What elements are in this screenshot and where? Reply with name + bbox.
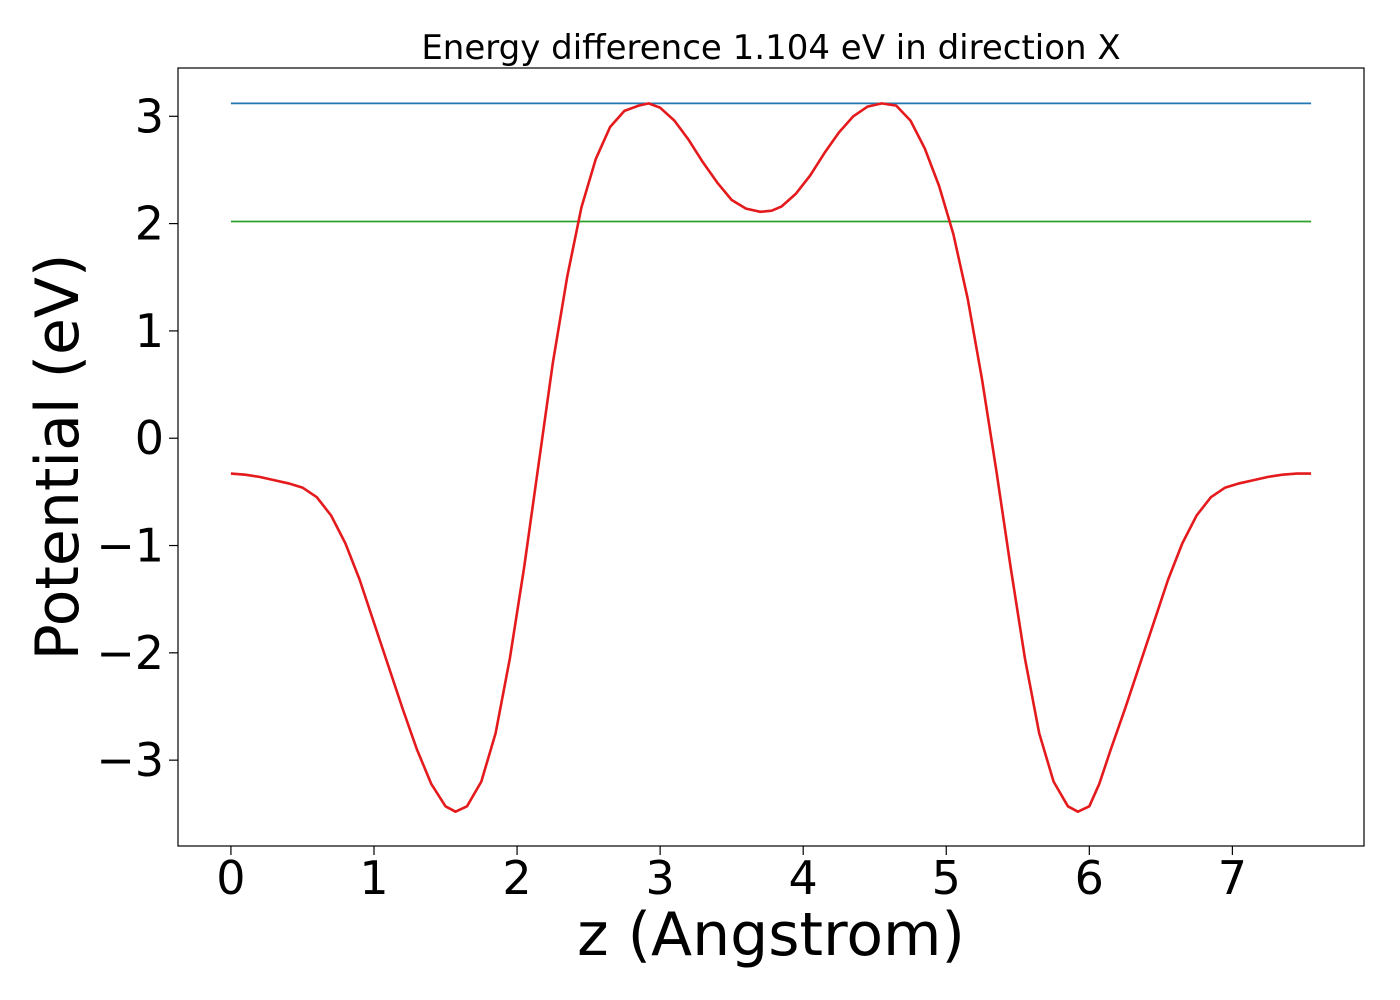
x-tick-label: 5 <box>932 851 961 905</box>
x-tick-label: 6 <box>1075 851 1104 905</box>
y-axis: −3 −2 −1 0 1 2 3 <box>96 89 178 787</box>
x-tick-label: 3 <box>645 851 674 905</box>
chart-title: Energy difference 1.104 eV in direction … <box>421 28 1120 68</box>
y-tick-label: −1 <box>96 519 164 573</box>
series-group <box>230 102 1312 814</box>
x-tick-label: 2 <box>502 851 531 905</box>
x-tick-label: 1 <box>359 851 388 905</box>
y-axis-label: Potential (eV) <box>23 254 93 661</box>
y-tick-label: 2 <box>135 197 164 251</box>
x-axis: 0 1 2 3 4 5 6 7 <box>216 846 1247 905</box>
y-tick-label: −3 <box>96 733 164 787</box>
y-tick-label: 1 <box>135 304 164 358</box>
x-tick-label: 0 <box>216 851 245 905</box>
x-tick-label: 7 <box>1218 851 1247 905</box>
series-line-2 <box>230 102 1312 814</box>
y-tick-label: −2 <box>96 626 164 680</box>
y-tick-label: 0 <box>135 411 164 465</box>
plot-frame <box>177 67 1365 847</box>
y-tick-label: 3 <box>135 89 164 143</box>
x-tick-label: 4 <box>789 851 818 905</box>
x-axis-label: z (Angstrom) <box>577 900 965 970</box>
